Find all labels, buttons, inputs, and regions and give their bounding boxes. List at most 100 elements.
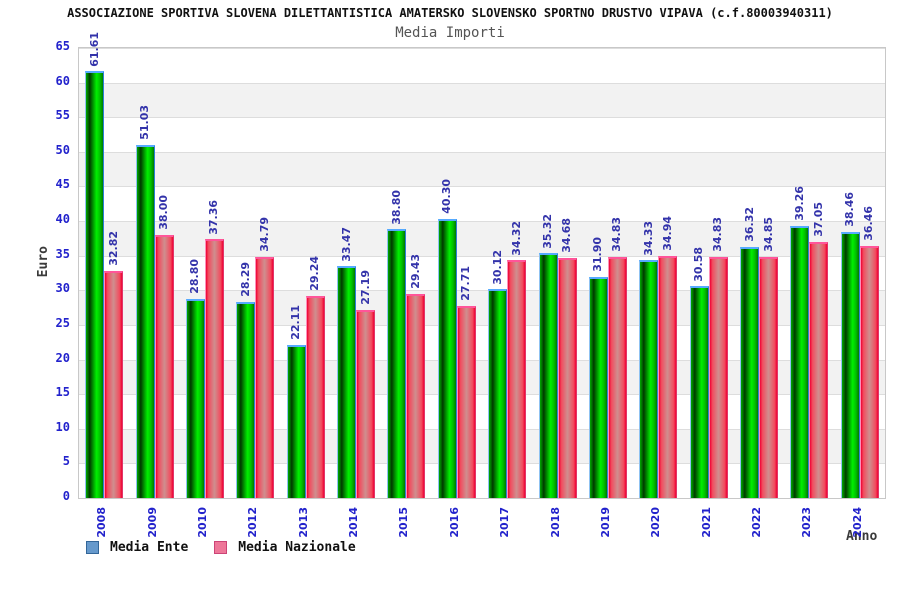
y-tick-10: 10 [55,419,70,434]
value-label-media-ente-2008: 61.61 [87,31,101,67]
value-label-media-nazionale-2008: 32.82 [106,231,120,266]
bar-media-nazionale-2013[interactable] [305,295,325,498]
value-label-media-ente-2024: 38.46 [843,191,857,227]
value-label-media-nazionale-2018: 34.68 [560,218,574,253]
value-label-media-nazionale-2015: 29.43 [408,254,422,290]
y-tick-25: 25 [55,315,70,330]
value-label-media-ente-2019: 31.90 [591,237,605,273]
legend-label-media-nazionale: Media Nazionale [238,540,356,555]
bar-media-nazionale-2021[interactable] [708,256,728,498]
y-tick-20: 20 [55,350,70,365]
y-tick-30: 30 [55,281,70,296]
value-label-media-ente-2020: 34.33 [641,220,655,256]
value-label-media-ente-2010: 28.80 [188,258,202,294]
bar-media-nazionale-2017[interactable] [507,260,527,498]
x-tick-2016: 2016 [447,507,461,538]
x-tick-2014: 2014 [347,507,361,538]
value-label-media-nazionale-2009: 38.00 [157,195,171,230]
bar-media-nazionale-2024[interactable] [859,245,879,498]
bar-media-nazionale-2014[interactable] [356,309,376,498]
value-label-media-nazionale-2012: 34.79 [257,217,271,253]
grid-band [79,255,885,291]
y-tick-0: 0 [62,489,70,503]
value-label-media-nazionale-2023: 37.05 [811,201,825,237]
bar-media-nazionale-2023[interactable] [809,241,829,498]
y-tick-60: 60 [55,73,70,88]
bar-media-ente-2010[interactable] [185,298,205,498]
grid-band [79,48,885,83]
bar-media-nazionale-2009[interactable] [154,234,174,498]
legend-item-media-nazionale[interactable]: Media Nazionale [214,540,356,555]
x-tick-2019: 2019 [598,507,612,538]
chart-subtitle: Media Importi [395,25,505,41]
value-label-media-nazionale-2014: 27.19 [358,269,372,305]
y-tick-50: 50 [55,142,70,157]
y-tick-55: 55 [55,108,70,123]
media-nazionale-swatch-icon [214,541,228,554]
media-ente-swatch-icon [86,541,99,554]
plot-area: 61.61 32.82 51.03 38.00 28.80 37.36 28.29 34.79… [78,32,886,499]
x-tick-2009: 2009 [145,507,159,538]
bar-media-ente-2019[interactable] [588,277,608,498]
value-label-media-ente-2018: 35.32 [541,213,555,249]
value-label-media-ente-2016: 40.30 [440,179,454,214]
bar-media-nazionale-2008[interactable] [104,270,124,498]
value-label-media-nazionale-2013: 29.24 [308,255,322,291]
y-tick-45: 45 [55,177,70,192]
bar-media-ente-2017[interactable] [488,289,508,498]
x-tick-2023: 2023 [800,507,814,538]
value-label-media-nazionale-2022: 34.85 [761,216,775,252]
x-tick-2022: 2022 [750,507,764,538]
bar-media-nazionale-2019[interactable] [607,256,627,498]
bar-media-ente-2014[interactable] [337,266,357,498]
value-label-media-ente-2012: 28.29 [238,262,252,298]
chart-title: ASSOCIAZIONE SPORTIVA SLOVENA DILETTANTI… [67,6,833,20]
bar-media-ente-2016[interactable] [437,219,457,498]
value-label-media-ente-2009: 51.03 [138,104,152,140]
grid-band [79,82,885,118]
bar-media-nazionale-2010[interactable] [204,239,224,498]
value-label-media-nazionale-2016: 27.71 [459,266,473,302]
bar-media-nazionale-2020[interactable] [658,256,678,498]
value-label-media-nazionale-2019: 34.83 [610,217,624,252]
bar-media-nazionale-2016[interactable] [456,306,476,498]
legend-item-media-ente[interactable]: Media Ente [86,540,188,555]
bar-media-ente-2022[interactable] [740,246,760,498]
bar-media-ente-2008[interactable] [85,71,105,498]
value-label-media-ente-2022: 36.32 [742,206,756,242]
y-tick-40: 40 [55,212,70,227]
bar-media-ente-2013[interactable] [286,344,306,498]
x-tick-2015: 2015 [397,507,411,538]
bar-media-nazionale-2012[interactable] [255,257,275,498]
grid-band [79,151,885,187]
x-tick-2013: 2013 [296,507,310,538]
bar-media-nazionale-2015[interactable] [406,294,426,498]
value-label-media-nazionale-2017: 34.32 [509,220,523,256]
y-tick-35: 35 [55,246,70,261]
bar-media-ente-2021[interactable] [689,286,709,498]
value-label-media-nazionale-2010: 37.36 [207,199,221,235]
bar-media-ente-2018[interactable] [538,253,558,498]
value-label-media-ente-2014: 33.47 [339,226,353,262]
bar-media-ente-2024[interactable] [840,231,860,498]
grid-band [79,394,885,429]
bar-media-ente-2023[interactable] [790,226,810,498]
x-axis-title: Anno [846,529,878,544]
bar-media-ente-2015[interactable] [387,229,407,498]
value-label-media-nazionale-2024: 36.46 [862,205,876,241]
y-tick-15: 15 [55,385,70,400]
value-label-media-ente-2015: 38.80 [389,189,403,225]
y-tick-5: 5 [62,454,70,469]
bar-media-ente-2020[interactable] [639,260,659,498]
value-label-media-ente-2021: 30.58 [692,246,706,282]
bar-media-nazionale-2018[interactable] [557,257,577,498]
grid-band [79,117,885,152]
y-tick-65: 65 [55,39,70,53]
x-tick-2024: 2024 [850,507,864,538]
bar-media-ente-2009[interactable] [135,144,155,498]
grid-band [79,324,885,360]
x-tick-2021: 2021 [699,507,713,538]
bar-media-nazionale-2022[interactable] [759,256,779,498]
bar-media-ente-2012[interactable] [236,302,256,498]
